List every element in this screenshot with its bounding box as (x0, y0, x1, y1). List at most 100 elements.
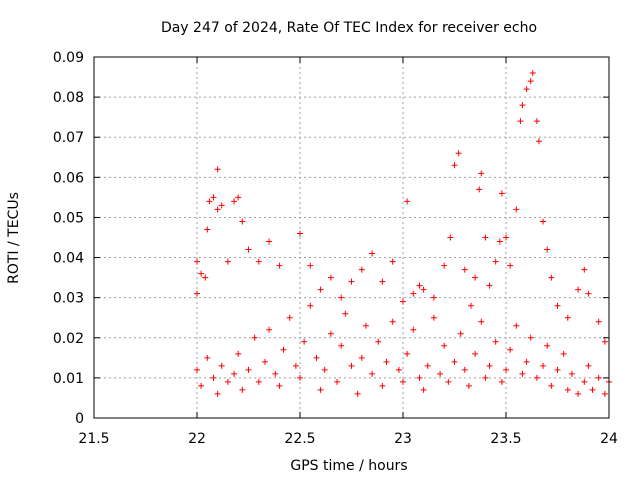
data-point (224, 258, 231, 265)
data-point (430, 294, 437, 301)
data-point (255, 258, 262, 265)
data-point (486, 282, 493, 289)
data-point (457, 330, 464, 337)
data-point (527, 78, 534, 85)
data-point (338, 294, 345, 301)
data-point (575, 286, 582, 293)
data-point (194, 258, 200, 265)
data-point (478, 318, 485, 325)
data-point (575, 390, 582, 397)
data-point (513, 322, 520, 329)
data-point (445, 378, 452, 385)
data-point (498, 190, 505, 197)
data-point (239, 218, 246, 225)
data-point (554, 302, 561, 309)
data-point (507, 262, 514, 269)
data-point (451, 358, 458, 365)
data-point (492, 338, 499, 345)
data-point (513, 206, 520, 213)
data-point (348, 278, 355, 285)
data-point (601, 390, 608, 397)
data-point (379, 278, 386, 285)
data-point (416, 374, 423, 381)
data-point (218, 202, 225, 209)
data-point (507, 346, 514, 353)
data-point (548, 382, 555, 389)
x-tick-label: 21.5 (78, 431, 109, 447)
data-point (404, 198, 411, 205)
data-point (564, 314, 571, 321)
data-point (478, 170, 485, 177)
data-point (214, 390, 221, 397)
data-point (261, 358, 268, 365)
data-point (581, 266, 588, 273)
data-point (465, 382, 472, 389)
data-point (400, 378, 406, 385)
data-point (589, 386, 596, 393)
data-point (544, 246, 551, 253)
data-point (498, 378, 505, 385)
data-point (307, 302, 314, 309)
data-point (338, 342, 345, 349)
data-point (601, 338, 608, 345)
data-point (595, 318, 602, 325)
y-tick-label: 0.05 (53, 210, 84, 226)
data-point (245, 246, 252, 253)
y-tick-label: 0.04 (53, 251, 84, 267)
data-point (467, 302, 474, 309)
y-tick-label: 0.07 (53, 130, 84, 146)
data-point (540, 218, 547, 225)
data-point (420, 286, 427, 293)
y-tick-label: 0.01 (53, 371, 84, 387)
data-point (327, 330, 334, 337)
data-point (389, 318, 396, 325)
data-point (276, 262, 283, 269)
data-point (533, 118, 540, 125)
data-point (375, 338, 382, 345)
y-tick-label: 0 (75, 411, 84, 427)
data-point (416, 282, 423, 289)
data-point (235, 350, 242, 357)
y-tick-label: 0.09 (53, 50, 84, 66)
data-points (194, 70, 612, 397)
data-point (482, 234, 489, 241)
data-point (362, 322, 369, 329)
data-point (535, 138, 542, 145)
data-point (327, 274, 334, 281)
data-point (369, 370, 376, 377)
data-point (194, 366, 200, 373)
data-point (564, 386, 571, 393)
data-point (379, 382, 386, 389)
data-point (307, 262, 314, 269)
data-point (410, 290, 417, 297)
x-axis-label: GPS time / hours (290, 458, 407, 474)
data-point (523, 358, 530, 365)
data-point (204, 226, 211, 233)
data-point (286, 314, 293, 321)
data-point (218, 362, 225, 369)
data-point (585, 290, 592, 297)
data-point (486, 362, 493, 369)
data-point (568, 370, 575, 377)
data-point (354, 390, 361, 397)
data-point (424, 362, 431, 369)
data-point (276, 382, 283, 389)
data-point (266, 326, 273, 333)
data-point (334, 378, 341, 385)
x-tick-label: 23 (394, 431, 412, 447)
data-point (527, 334, 534, 341)
data-point (194, 290, 200, 297)
data-point (210, 194, 217, 201)
data-point (313, 354, 320, 361)
data-point (255, 378, 262, 385)
data-point (560, 350, 567, 357)
data-point (492, 258, 499, 265)
data-point (389, 258, 396, 265)
data-point (266, 238, 273, 245)
data-point (503, 366, 509, 373)
axis-ticks: 21.5 22 22.5 23 23.5 24 0 0.01 0.02 0.03 0.04 0.05 0… (53, 50, 618, 447)
data-point (554, 366, 561, 373)
data-point (239, 386, 246, 393)
data-point (529, 70, 536, 77)
data-point (420, 386, 427, 393)
